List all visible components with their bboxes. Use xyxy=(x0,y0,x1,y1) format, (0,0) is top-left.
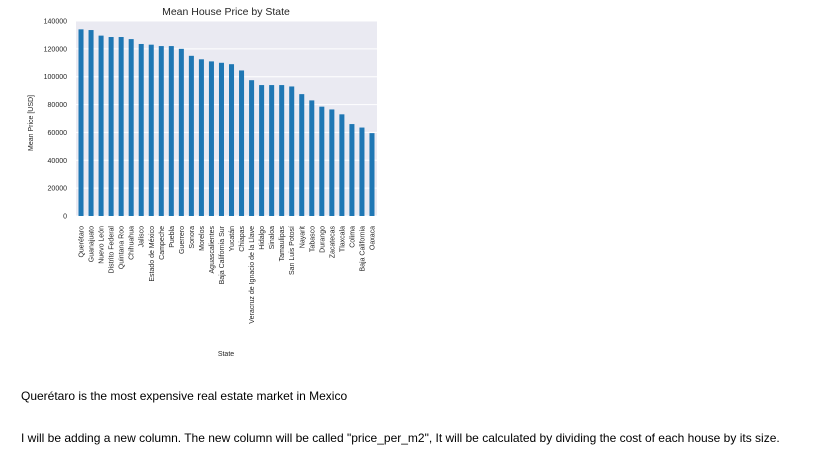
y-tick-label: 80000 xyxy=(48,102,68,109)
x-tick-label: Baja California xyxy=(359,226,366,272)
x-tick-label: Nayarit xyxy=(299,226,306,248)
y-tick-label: 40000 xyxy=(48,158,68,165)
bar xyxy=(118,37,124,217)
x-tick-label: Distrito Federal xyxy=(109,226,116,274)
bar xyxy=(148,44,154,216)
x-tick-label: Baja California Sur xyxy=(219,225,226,284)
x-tick-label: Nuevo León xyxy=(99,226,106,264)
bar xyxy=(158,46,164,217)
summary-text: Querétaro is the most expensive real est… xyxy=(21,389,348,403)
bar xyxy=(138,43,144,216)
bar xyxy=(329,109,335,216)
bar xyxy=(269,85,275,216)
x-tick-label: San Luis Potosí xyxy=(289,226,296,275)
bar xyxy=(339,114,345,216)
x-tick-label: Puebla xyxy=(169,226,176,248)
bar xyxy=(198,59,204,216)
bar xyxy=(218,62,224,217)
bar xyxy=(299,94,305,216)
x-tick-label: Jalisco xyxy=(139,226,146,248)
bar xyxy=(349,124,355,216)
y-tick-label: 120000 xyxy=(44,46,67,53)
bar xyxy=(188,55,194,217)
x-tick-label: Chihuahua xyxy=(129,226,136,260)
y-tick-label: 100000 xyxy=(44,74,67,81)
y-tick-labels: 0 20000 40000 60000 80000 100000 120000 140000 xyxy=(44,19,67,221)
y-tick-label: 60000 xyxy=(48,130,68,137)
x-tick-label: Sinaloa xyxy=(269,226,276,249)
x-tick-label: Tamaulipas xyxy=(279,226,286,262)
bar xyxy=(78,29,84,216)
chart-title: Mean House Price by State xyxy=(162,6,290,18)
x-tick-label: Guerrero xyxy=(179,226,186,254)
x-tick-label: Morelos xyxy=(199,226,206,251)
plot-background xyxy=(76,21,377,216)
x-tick-label: Veracruz de Ignacio de la Llave xyxy=(249,226,256,324)
bar xyxy=(128,39,134,216)
bar xyxy=(168,46,174,217)
bar xyxy=(249,80,255,216)
bar xyxy=(88,30,94,216)
x-tick-label: Tlaxcala xyxy=(339,226,346,252)
bar xyxy=(259,85,265,216)
x-tick-label: Campeche xyxy=(159,226,166,260)
x-tick-label: Guanajuato xyxy=(89,226,96,262)
bars xyxy=(78,29,375,217)
bar xyxy=(98,35,104,216)
x-tick-labels: Querétaro Guanajuato Nuevo León Distrito Fe… xyxy=(79,225,377,323)
x-tick-label: Yucatán xyxy=(229,226,236,251)
bar-chart: 0 20000 40000 60000 80000 100000 120000 140000 … xyxy=(0,0,400,370)
x-tick-label: Durango xyxy=(319,226,326,253)
bar xyxy=(279,85,285,216)
bar xyxy=(309,100,315,216)
y-tick-label: 20000 xyxy=(48,186,68,193)
bar xyxy=(369,133,375,216)
x-tick-label: Querétaro xyxy=(79,226,86,258)
chart-svg: 020000400006000080000100000120000140000 … xyxy=(28,6,377,358)
next-step-text: I will be adding a new column. The new c… xyxy=(21,431,780,445)
x-tick-label: Hidalgo xyxy=(259,226,266,250)
y-tick-label: 0 xyxy=(63,214,67,221)
bar xyxy=(359,127,365,216)
bar xyxy=(319,106,325,216)
bar xyxy=(289,86,295,216)
bar xyxy=(239,70,245,216)
x-tick-label: Zacatecas xyxy=(329,226,336,259)
x-axis-label: State xyxy=(218,351,234,358)
bar xyxy=(208,61,214,217)
grid-lines xyxy=(76,20,377,217)
bar xyxy=(229,64,235,216)
x-tick-label: Sonora xyxy=(189,226,196,249)
y-axis-label: Mean Price [USD] xyxy=(28,95,35,151)
x-tick-label: Aguascalientes xyxy=(209,226,216,274)
x-tick-label: Colima xyxy=(349,226,356,248)
x-tick-label: Quintana Roo xyxy=(119,226,126,269)
x-tick-label: Tabasco xyxy=(309,226,316,252)
x-tick-label: Estado de México xyxy=(149,226,156,282)
bar xyxy=(178,48,184,216)
x-tick-label: Oaxaca xyxy=(369,226,376,250)
y-tick-label: 140000 xyxy=(44,19,67,26)
bar xyxy=(108,37,114,217)
x-tick-label: Chiapas xyxy=(239,226,246,252)
